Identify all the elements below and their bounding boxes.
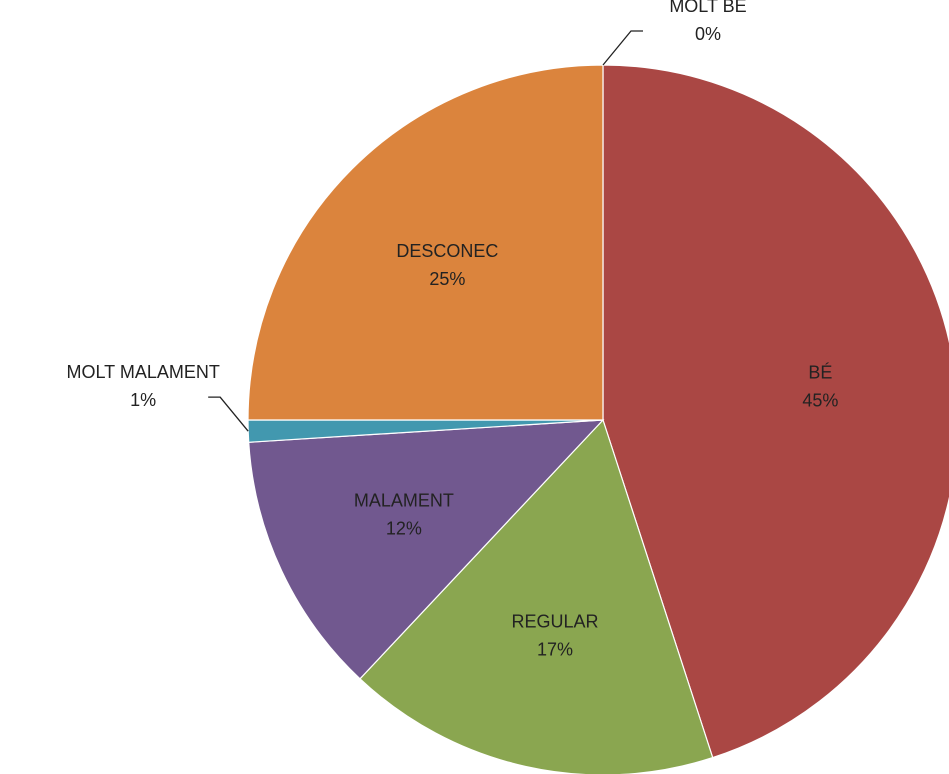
slice-label: MALAMENT <box>354 490 454 510</box>
slice-value-label: 1% <box>130 390 156 410</box>
slice-label: MOLT MALAMENT <box>66 362 219 382</box>
slice-label: MOLT BÉ <box>669 0 746 16</box>
leader-line <box>602 30 643 66</box>
pie-slice <box>247 64 604 421</box>
leader-line <box>208 396 249 432</box>
pie-slice <box>602 64 949 759</box>
slice-value-label: 25% <box>429 269 465 289</box>
slice-label: DESCONEC <box>396 241 498 261</box>
slice-value-label: 0% <box>695 24 721 44</box>
slice-label: REGULAR <box>511 612 598 632</box>
slice-label: BÉ <box>808 362 832 382</box>
slice-value-label: 12% <box>386 518 422 538</box>
slice-value-label: 45% <box>802 390 838 410</box>
pie-slice <box>248 419 605 680</box>
pie-slice <box>359 418 714 774</box>
slice-value-label: 17% <box>537 640 573 660</box>
